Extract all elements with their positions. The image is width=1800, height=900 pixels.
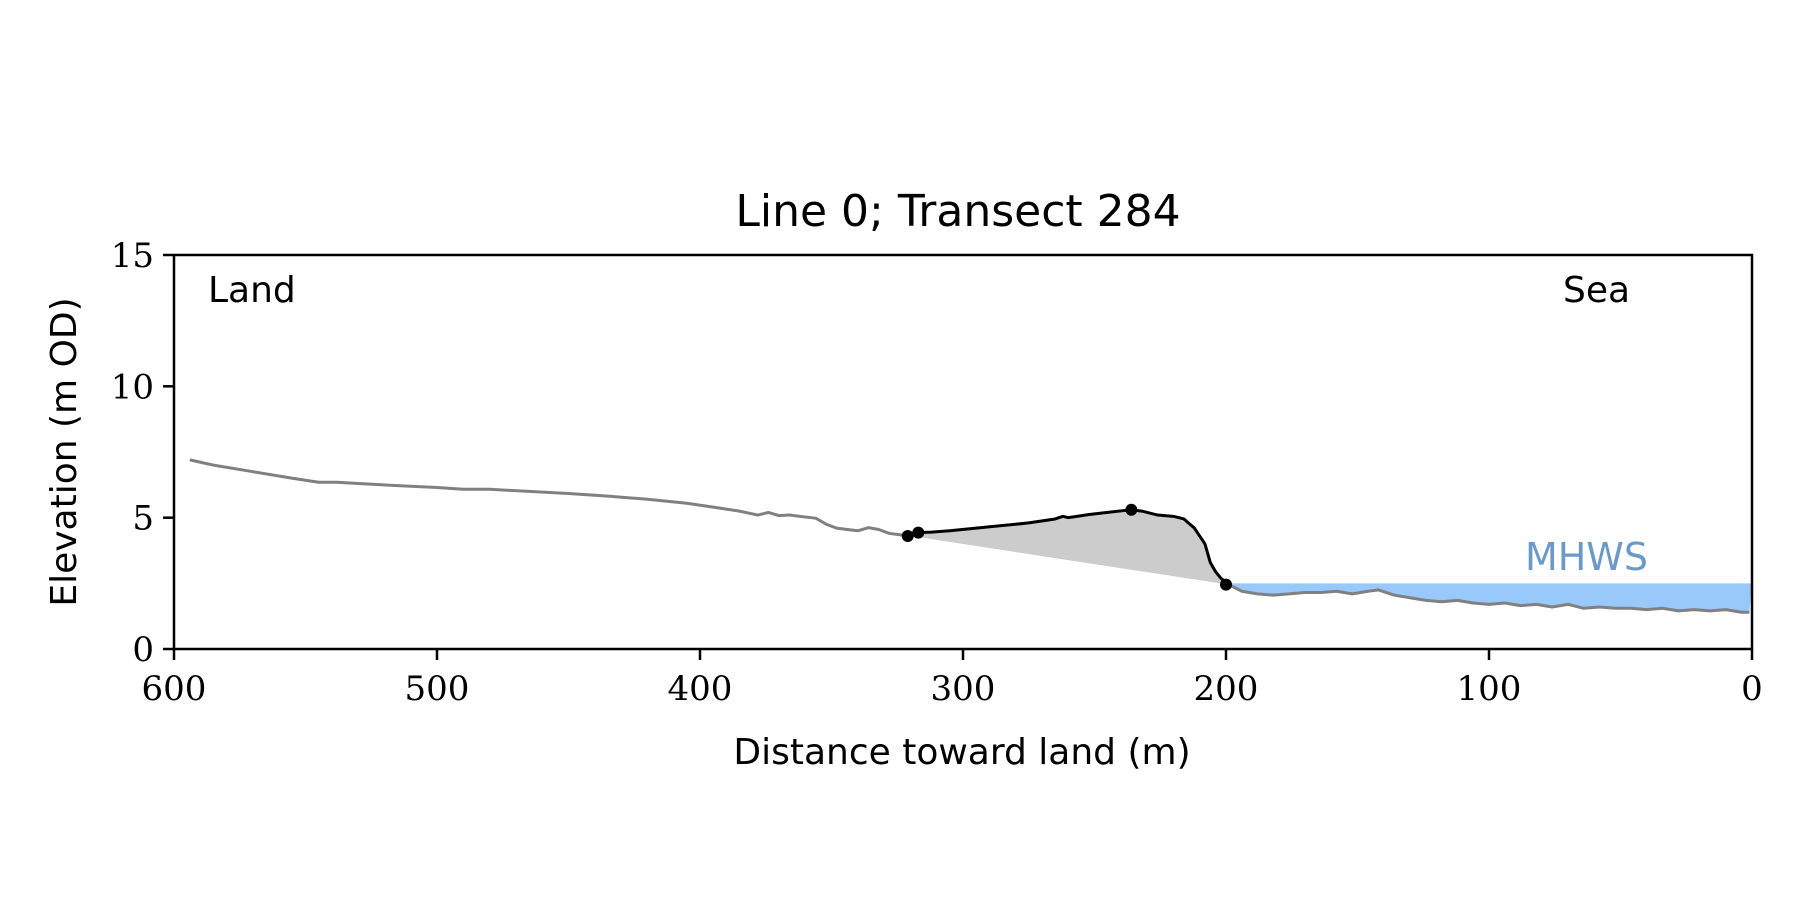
profile-marker xyxy=(901,530,914,543)
x-tick-label: 500 xyxy=(405,669,470,709)
series-layer xyxy=(189,458,1750,614)
y-tick-label: 0 xyxy=(132,630,154,670)
x-tick-label: 200 xyxy=(1194,669,1259,709)
x-tick-label: 600 xyxy=(142,669,207,709)
x-axis-label: Distance toward land (m) xyxy=(733,732,1190,773)
series-line-profile-2 xyxy=(1227,583,1750,614)
x-tick-label: 400 xyxy=(668,669,733,709)
profile-marker xyxy=(912,526,925,539)
sea-annotation: Sea xyxy=(1563,270,1630,311)
y-axis: 0 5 10 15 xyxy=(111,236,174,670)
dune-fill-area xyxy=(907,509,1229,585)
y-tick-label: 15 xyxy=(111,236,154,276)
series-line-dune-1 xyxy=(907,508,1230,586)
profile-marker xyxy=(1220,578,1232,591)
x-tick-label: 0 xyxy=(1741,669,1763,709)
mhws-band xyxy=(1226,583,1752,613)
x-tick-label: 100 xyxy=(1457,669,1522,709)
mhws-label: MHWS xyxy=(1525,535,1648,579)
x-axis: 600 500 400 300 200 100 0 xyxy=(142,649,1763,709)
x-tick-label: 300 xyxy=(931,669,996,709)
series-line-profile-0 xyxy=(189,458,911,538)
y-tick-label: 5 xyxy=(132,499,154,539)
plot-area xyxy=(172,253,1754,651)
profile-marker xyxy=(1125,503,1138,516)
chart-title: Line 0; Transect 284 xyxy=(735,186,1180,237)
y-tick-label: 10 xyxy=(111,367,154,407)
marker-layer xyxy=(901,503,1232,591)
y-axis-label: Elevation (m OD) xyxy=(44,297,85,606)
land-annotation: Land xyxy=(208,270,296,311)
